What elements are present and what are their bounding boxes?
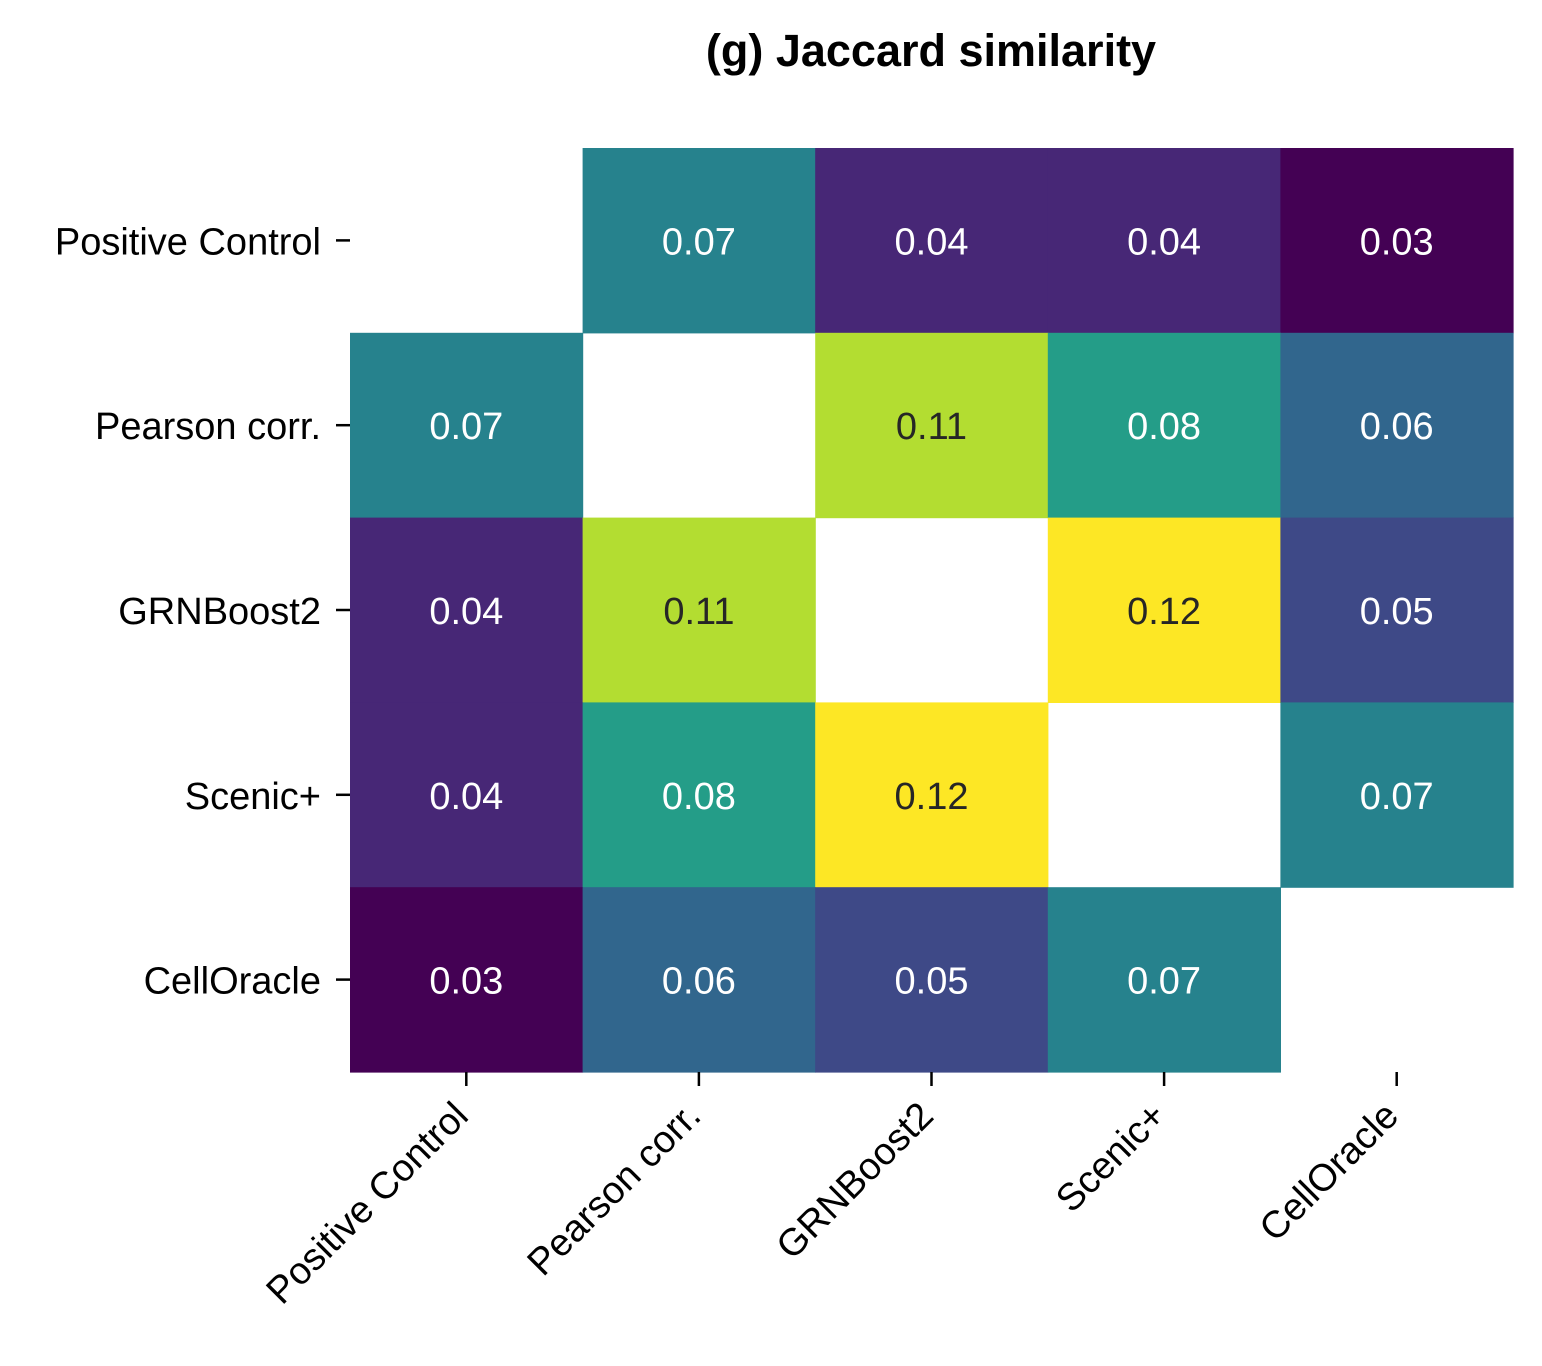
heatmap-cell-r1-c0	[350, 332, 584, 519]
y-axis: Positive Control Pearson corr. GRNBoost2 Sc…	[55, 221, 350, 1003]
cell-value-label-r3-c1: 0.08	[662, 776, 736, 818]
y-tick-label-1: Pearson corr.	[95, 406, 321, 448]
cell-value-label-r0-c3: 0.04	[1127, 221, 1201, 263]
cell-value-label-r1-c2: 0.11	[896, 406, 967, 448]
cell-value-label-r2-c1: 0.11	[663, 591, 734, 633]
heatmap-cell-r3-c4	[1280, 702, 1514, 888]
heatmap-cell-r3-c1	[582, 702, 816, 888]
cell-value-label-r3-c4: 0.07	[1360, 776, 1434, 818]
cell-value-label-r0-c2: 0.04	[895, 221, 969, 263]
heatmap-cell-r2-c4	[1280, 517, 1514, 703]
cell-value-label-r2-c0: 0.04	[429, 591, 503, 633]
heatmap-cells	[350, 148, 1514, 1073]
heatmap-cell-r4-c0	[350, 887, 584, 1073]
y-tick-label-2: GRNBoost2	[118, 591, 321, 633]
heatmap-cell-r1-c4	[1280, 332, 1514, 519]
cell-value-label-r3-c2: 0.12	[895, 776, 969, 818]
cell-value-label-r4-c3: 0.07	[1127, 961, 1201, 1003]
heatmap-cell-r1-c3	[1047, 332, 1281, 519]
x-tick-label-2: GRNBoost2	[769, 1095, 942, 1268]
heatmap-cell-r3-c2	[815, 702, 1049, 888]
cell-value-label-r2-c3: 0.12	[1127, 591, 1201, 633]
x-tick-label-1: Pearson corr.	[520, 1095, 710, 1285]
heatmap-cell-r2-c0	[350, 517, 584, 703]
cell-value-label-r1-c4: 0.06	[1360, 406, 1434, 448]
cell-value-label-r1-c3: 0.08	[1127, 406, 1201, 448]
heatmap-cell-r0-c1	[582, 148, 816, 334]
heatmap-cell-r2-c1	[582, 517, 816, 703]
heatmap-cell-r0-c4	[1280, 148, 1514, 334]
cell-value-label-r0-c4: 0.03	[1360, 221, 1434, 263]
y-tick-label-3: Scenic+	[185, 776, 321, 818]
heatmap-cell-labels: 0.07 0.04 0.04 0.03 0.07 0.11 0.08 0.06 0.04 0.11…	[429, 221, 1433, 1002]
x-axis: Positive Control Pearson corr. GRNBoost2 Sc…	[259, 1072, 1407, 1312]
heatmap-cell-r4-c3	[1047, 887, 1281, 1073]
heatmap-cell-r1-c2	[815, 332, 1049, 519]
x-tick-label-0: Positive Control	[259, 1095, 477, 1313]
cell-value-label-r1-c0: 0.07	[429, 406, 503, 448]
x-tick-label-4: CellOracle	[1252, 1095, 1407, 1250]
heatmap-cell-r0-c2	[815, 148, 1049, 334]
cell-value-label-r0-c1: 0.07	[662, 221, 736, 263]
y-tick-label-4: CellOracle	[144, 961, 321, 1003]
heatmap-cell-r0-c3	[1047, 148, 1281, 334]
heatmap-cell-r4-c1	[582, 887, 816, 1073]
cell-value-label-r3-c0: 0.04	[429, 776, 503, 818]
heatmap-cell-r4-c2	[815, 887, 1049, 1073]
x-tick-label-3: Scenic+	[1048, 1095, 1174, 1221]
cell-value-label-r4-c0: 0.03	[429, 961, 503, 1003]
cell-value-label-r2-c4: 0.05	[1360, 591, 1434, 633]
heatmap-cell-r2-c3	[1047, 517, 1281, 703]
cell-value-label-r4-c1: 0.06	[662, 961, 736, 1003]
heatmap-cell-r3-c0	[350, 702, 584, 888]
chart-title: (g) Jaccard similarity	[706, 25, 1156, 76]
y-tick-label-0: Positive Control	[55, 221, 321, 263]
cell-value-label-r4-c2: 0.05	[895, 961, 969, 1003]
